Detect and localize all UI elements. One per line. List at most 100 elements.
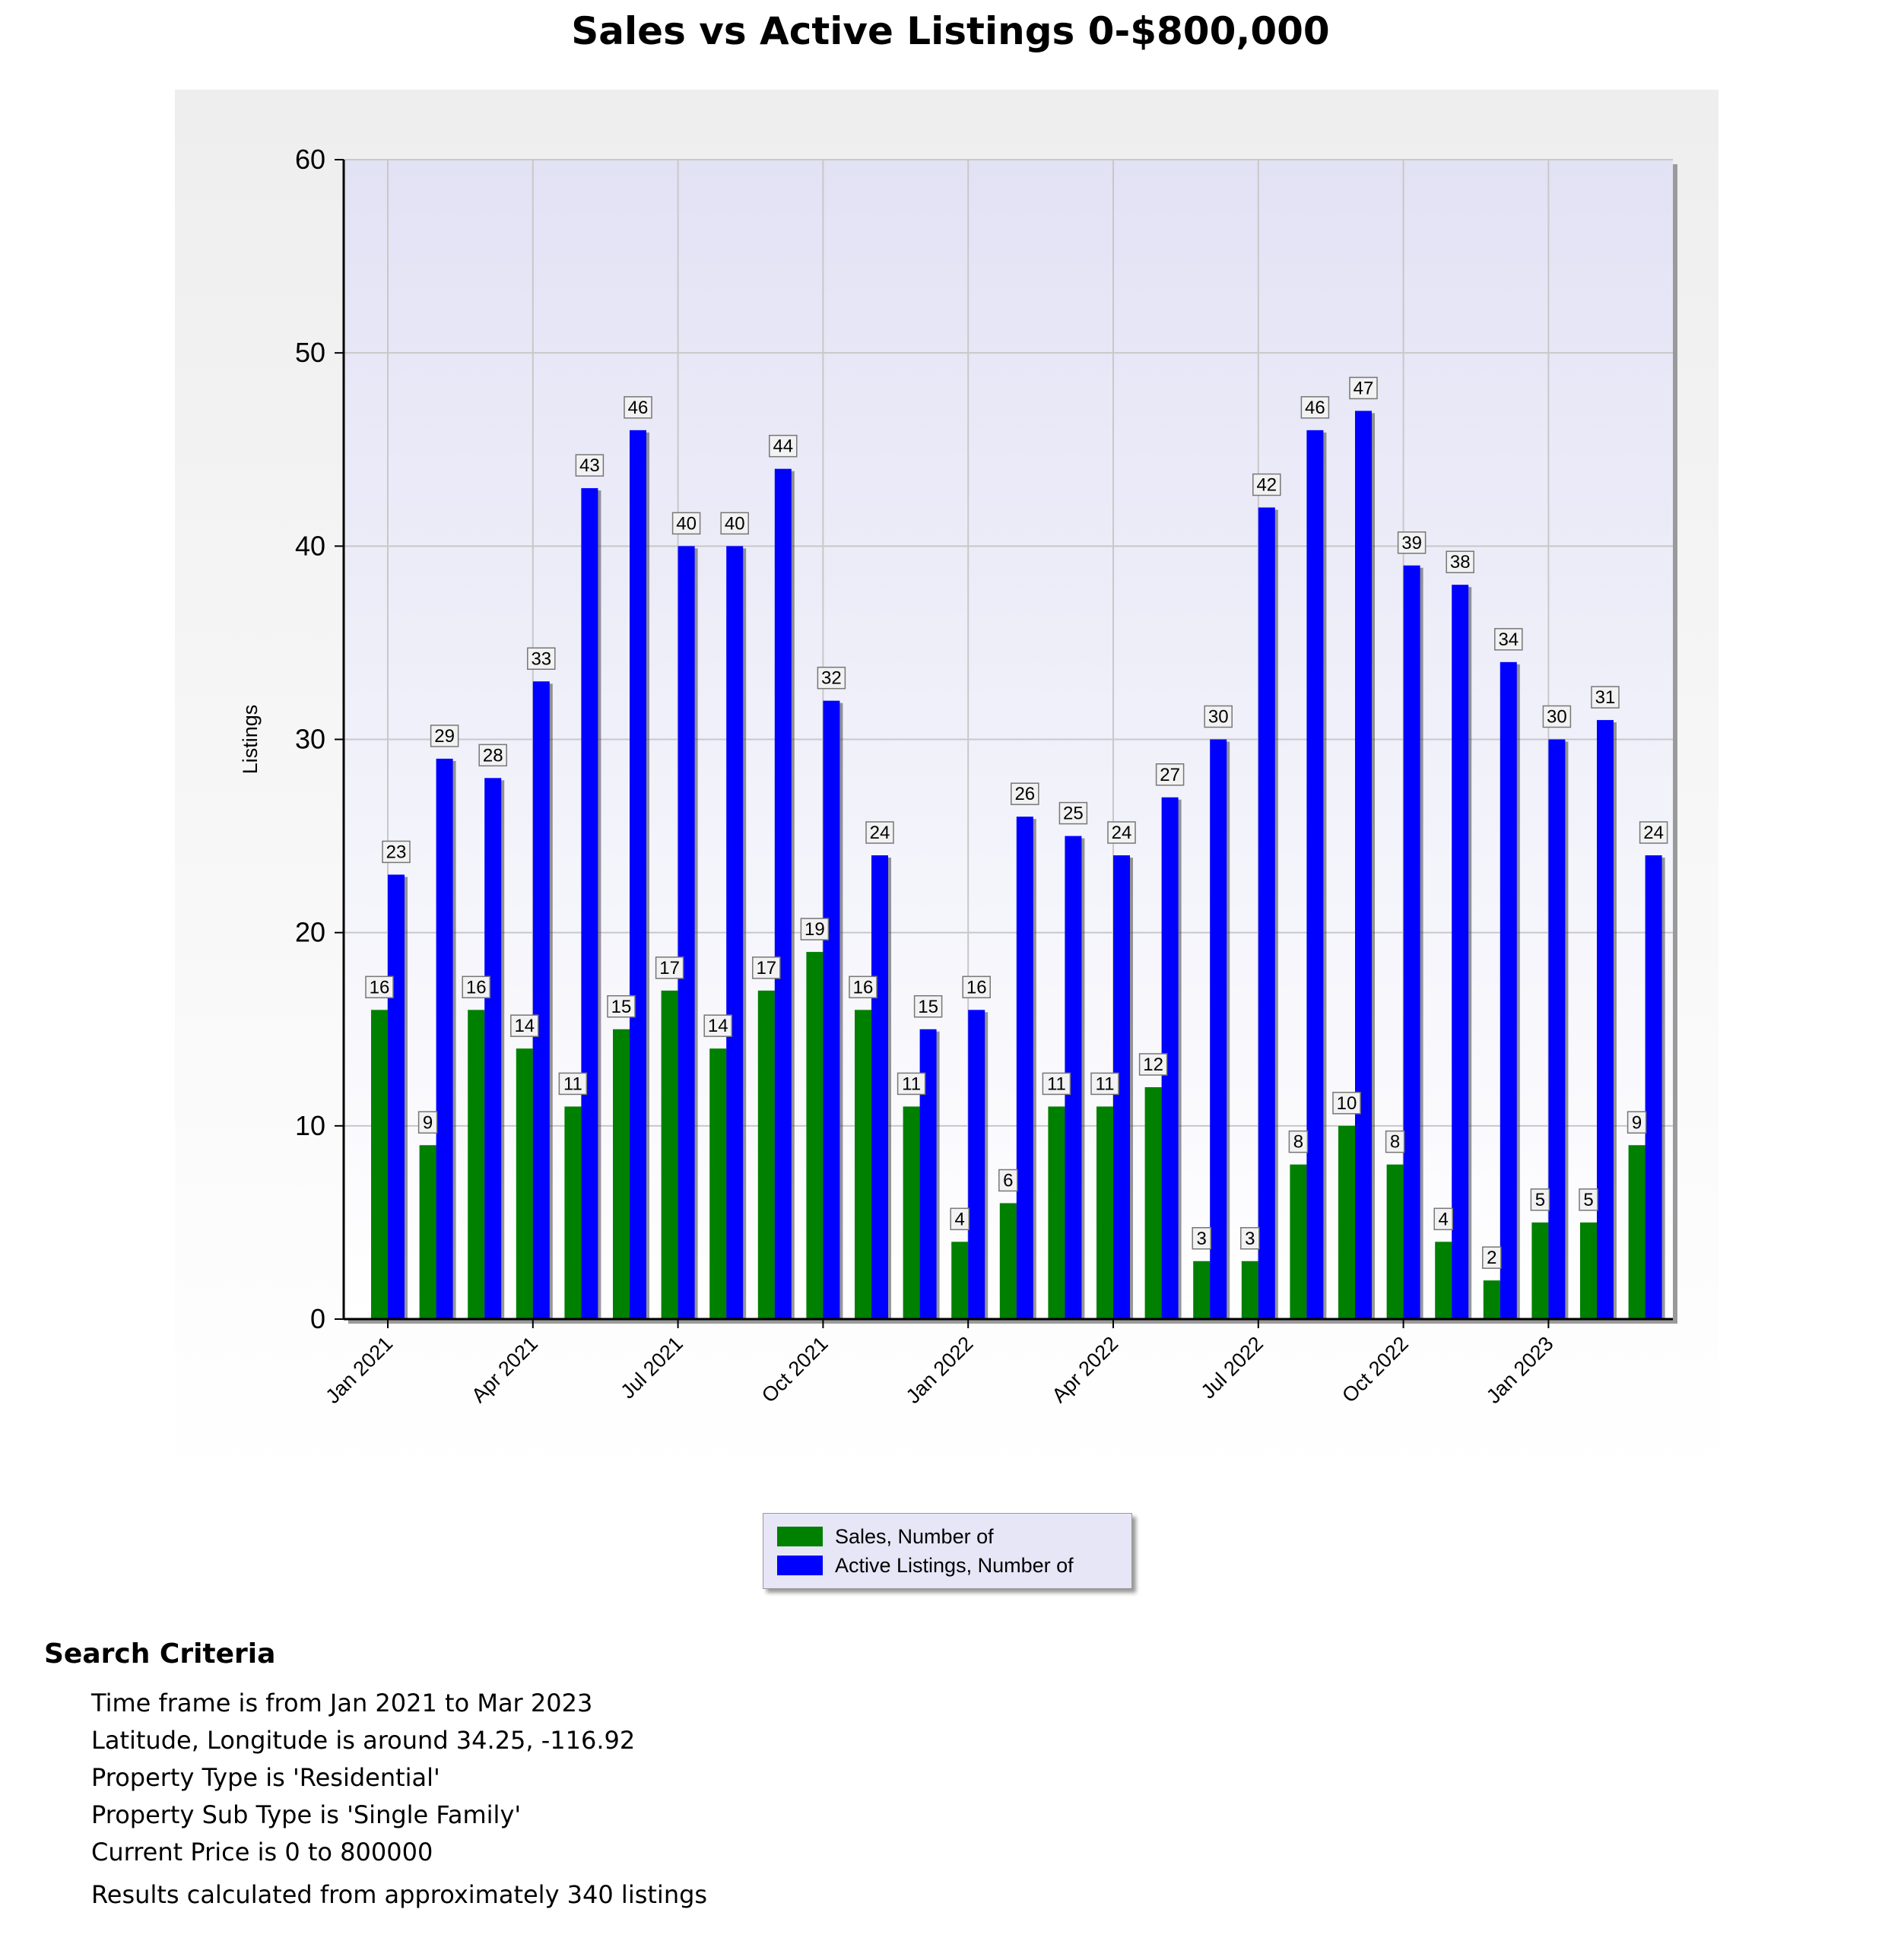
- data-label-active-listings: 39: [1401, 533, 1422, 553]
- data-label-active-listings: 24: [870, 823, 890, 843]
- bar-active-listings: [726, 546, 744, 1319]
- data-label-active-listings: 31: [1595, 687, 1616, 708]
- data-label-sales: 9: [1632, 1112, 1642, 1133]
- data-label-active-listings: 25: [1063, 804, 1084, 824]
- data-label-active-listings: 32: [821, 668, 842, 689]
- chart-plot: 0 10 20 30 40 50 60 Jan 2021 Apr 2021 Jul 2021 Oct…: [239, 144, 1677, 1408]
- data-label-box-sales: [417, 1111, 438, 1134]
- xtick-label: Jul 2022: [1197, 1332, 1268, 1403]
- data-label-box-active-listings: [1107, 821, 1136, 844]
- bar-sales: [613, 1029, 630, 1319]
- legend-label-sales: Sales, Number of: [835, 1524, 994, 1548]
- data-label-sales: 4: [1439, 1209, 1449, 1229]
- search-criteria: Search Criteria Time frame is from Jan 2…: [44, 1638, 707, 1909]
- data-label-active-listings: 33: [531, 649, 551, 669]
- results-count: Results calculated from approximately 34…: [91, 1880, 708, 1909]
- data-label-box-sales: [558, 1072, 588, 1096]
- data-label-sales: 19: [805, 919, 825, 940]
- bar-sales: [757, 990, 775, 1319]
- data-label-box-sales: [1240, 1227, 1260, 1250]
- xtick-label: Oct 2022: [1338, 1332, 1413, 1407]
- bar-sales: [951, 1242, 969, 1319]
- legend-item-active-listings: Active Listings, Number of: [777, 1552, 1074, 1579]
- data-label-box-active-listings: [624, 396, 652, 419]
- bar-sales: [1531, 1222, 1549, 1319]
- data-label-sales: 2: [1487, 1248, 1496, 1268]
- data-label-box-sales: [1042, 1072, 1071, 1096]
- bar-active-listings: [630, 430, 646, 1320]
- data-label-active-listings: 40: [676, 513, 697, 534]
- data-label-active-listings: 15: [918, 997, 938, 1017]
- bar-sales: [1144, 1087, 1162, 1319]
- bar-sales: [371, 1010, 388, 1319]
- ytick-label: 50: [295, 337, 325, 368]
- bar-active-listings: [678, 546, 695, 1319]
- data-label-box-sales: [1579, 1188, 1598, 1211]
- data-label-sales: 6: [1003, 1171, 1013, 1191]
- data-label-box-sales: [1482, 1246, 1502, 1269]
- data-label-box-active-listings: [527, 647, 556, 670]
- xtick-label: Apr 2022: [1048, 1332, 1123, 1407]
- data-label-box-sales: [462, 975, 490, 999]
- data-label-sales: 3: [1245, 1229, 1255, 1249]
- data-label-box-active-listings: [1446, 550, 1474, 573]
- bar-active-listings: [1113, 855, 1130, 1319]
- data-label-box-sales: [510, 1014, 539, 1037]
- bar-sales: [1580, 1222, 1597, 1319]
- ytick-label: 60: [295, 144, 325, 175]
- data-label-sales: 17: [659, 958, 680, 978]
- bar-sales: [1096, 1106, 1113, 1319]
- data-label-sales: 8: [1293, 1132, 1303, 1153]
- criteria-property-sub-type: Property Sub Type is 'Single Family': [91, 1800, 522, 1829]
- bar-sales: [1338, 1125, 1355, 1319]
- bar-sales: [468, 1010, 485, 1319]
- data-label-box-sales: [849, 975, 878, 999]
- data-label-box-active-listings: [430, 725, 459, 747]
- bar-active-listings: [436, 758, 453, 1319]
- data-label-active-listings: 34: [1498, 630, 1519, 650]
- bar-sales: [709, 1048, 727, 1319]
- bar-active-listings: [1500, 661, 1517, 1319]
- data-label-sales: 16: [466, 977, 487, 997]
- bar-active-listings: [1452, 585, 1469, 1319]
- data-label-active-listings: 26: [1014, 784, 1035, 804]
- data-label-active-listings: 46: [1305, 398, 1325, 418]
- data-label-box-active-listings: [1397, 531, 1427, 554]
- data-label-box-sales: [365, 975, 394, 999]
- criteria-price: Current Price is 0 to 800000: [91, 1838, 433, 1866]
- data-label-box-sales: [950, 1207, 970, 1231]
- data-label-box-sales: [1626, 1111, 1647, 1134]
- bar-active-listings: [484, 778, 502, 1319]
- data-label-box-active-listings: [1204, 705, 1233, 728]
- bar-active-listings: [1645, 855, 1662, 1319]
- data-label-active-listings: 24: [1643, 823, 1664, 843]
- data-label-sales: 14: [708, 1016, 728, 1036]
- data-label-box-active-listings: [1542, 705, 1572, 728]
- data-label-box-active-listings: [1639, 821, 1668, 844]
- ytick-label: 10: [295, 1110, 325, 1141]
- xtick-label: Apr 2021: [467, 1332, 542, 1407]
- data-label-box-sales: [1385, 1130, 1405, 1153]
- data-label-sales: 11: [563, 1074, 582, 1094]
- data-label-box-active-listings: [962, 975, 991, 999]
- data-label-box-sales: [655, 956, 684, 979]
- data-label-box-active-listings: [865, 821, 894, 844]
- search-criteria-heading: Search Criteria: [44, 1638, 276, 1670]
- legend-swatch-sales: [777, 1527, 823, 1546]
- xtick-label: Jan 2021: [321, 1332, 397, 1408]
- chart-legend: Sales, Number of Active Listings, Number…: [763, 1513, 1132, 1589]
- data-label-box-sales: [1090, 1072, 1119, 1096]
- bar-sales: [1290, 1164, 1307, 1319]
- data-label-box-sales: [1192, 1227, 1211, 1250]
- data-label-box-sales: [800, 918, 830, 940]
- data-label-box-sales: [607, 995, 636, 1018]
- data-label-box-active-listings: [1155, 763, 1185, 786]
- data-label-box-active-listings: [1591, 686, 1620, 709]
- ytick-label: 0: [310, 1303, 325, 1334]
- bar-sales: [806, 952, 824, 1319]
- bar-sales: [855, 1010, 871, 1319]
- bar-active-listings: [774, 468, 792, 1319]
- bar-sales: [903, 1106, 920, 1319]
- xtick-label: Jan 2023: [1482, 1332, 1558, 1408]
- bar-active-listings: [871, 855, 888, 1319]
